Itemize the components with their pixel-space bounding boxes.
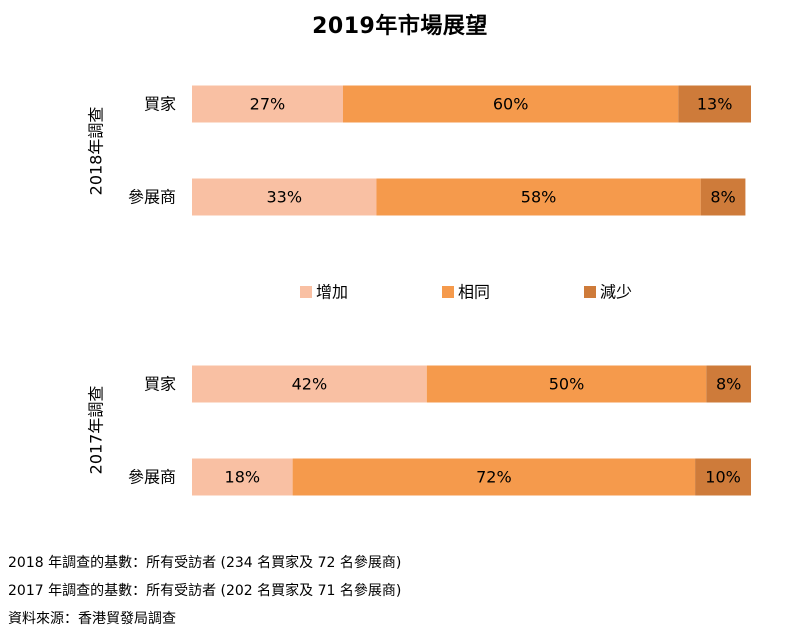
bar-segment [292, 458, 696, 496]
category-label: 參展商 [128, 188, 176, 207]
bar-segment [192, 365, 427, 403]
data-label: 10% [705, 468, 741, 487]
bar-segment [700, 178, 746, 216]
legend-label: 相同 [458, 283, 490, 302]
note-source: 資料來源：香港貿發局調查 [8, 611, 176, 627]
data-label: 50% [549, 375, 585, 394]
data-label: 27% [250, 95, 286, 114]
note-2018-base: 2018 年調查的基數：所有受訪者 (234 名買家及 72 名參展商) [8, 555, 402, 571]
bar-segment [695, 458, 751, 496]
legend-swatch [300, 286, 312, 298]
category-label: 買家 [144, 375, 176, 394]
legend-swatch [584, 286, 596, 298]
chart-title: 2019年市場展望 [312, 14, 488, 39]
bar-segment [706, 365, 751, 403]
bar-segment [192, 178, 377, 216]
group-label: 2018年調查 [87, 107, 106, 196]
bar-segment [426, 365, 707, 403]
data-label: 18% [225, 468, 261, 487]
data-label: 60% [493, 95, 529, 114]
bar-segment [192, 85, 343, 123]
data-label: 58% [521, 188, 557, 207]
bar-segment [376, 178, 701, 216]
bar-segment [678, 85, 751, 123]
legend-label: 減少 [600, 283, 632, 302]
data-label: 13% [697, 95, 733, 114]
data-label: 33% [266, 188, 302, 207]
data-label: 42% [292, 375, 328, 394]
bar-segment [342, 85, 679, 123]
category-label: 參展商 [128, 468, 176, 487]
note-2017-base: 2017 年調查的基數：所有受訪者 (202 名買家及 71 名參展商) [8, 583, 402, 599]
category-label: 買家 [144, 95, 176, 114]
legend-label: 增加 [316, 283, 348, 302]
data-label: 72% [476, 468, 512, 487]
group-label: 2017年調查 [87, 386, 106, 475]
legend-swatch [442, 286, 454, 298]
bar-segment [192, 458, 293, 496]
data-label: 8% [710, 188, 735, 207]
data-label: 8% [716, 375, 741, 394]
